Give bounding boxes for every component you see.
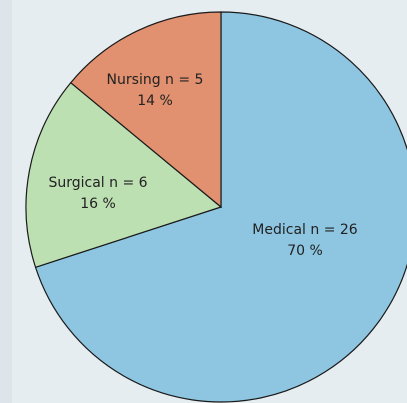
slice-label: Surgical n = 6	[48, 175, 147, 191]
pie-slice	[69, 11, 222, 209]
slice-percent: 70 %	[287, 243, 323, 259]
pie-slice	[25, 81, 223, 269]
slice-label: Nursing n = 5	[107, 72, 204, 88]
slice-label: Medical n = 26	[252, 222, 357, 238]
slice-percent: 14 %	[137, 93, 173, 109]
slice-percent: 16 %	[80, 196, 116, 212]
side-strip	[0, 0, 12, 403]
